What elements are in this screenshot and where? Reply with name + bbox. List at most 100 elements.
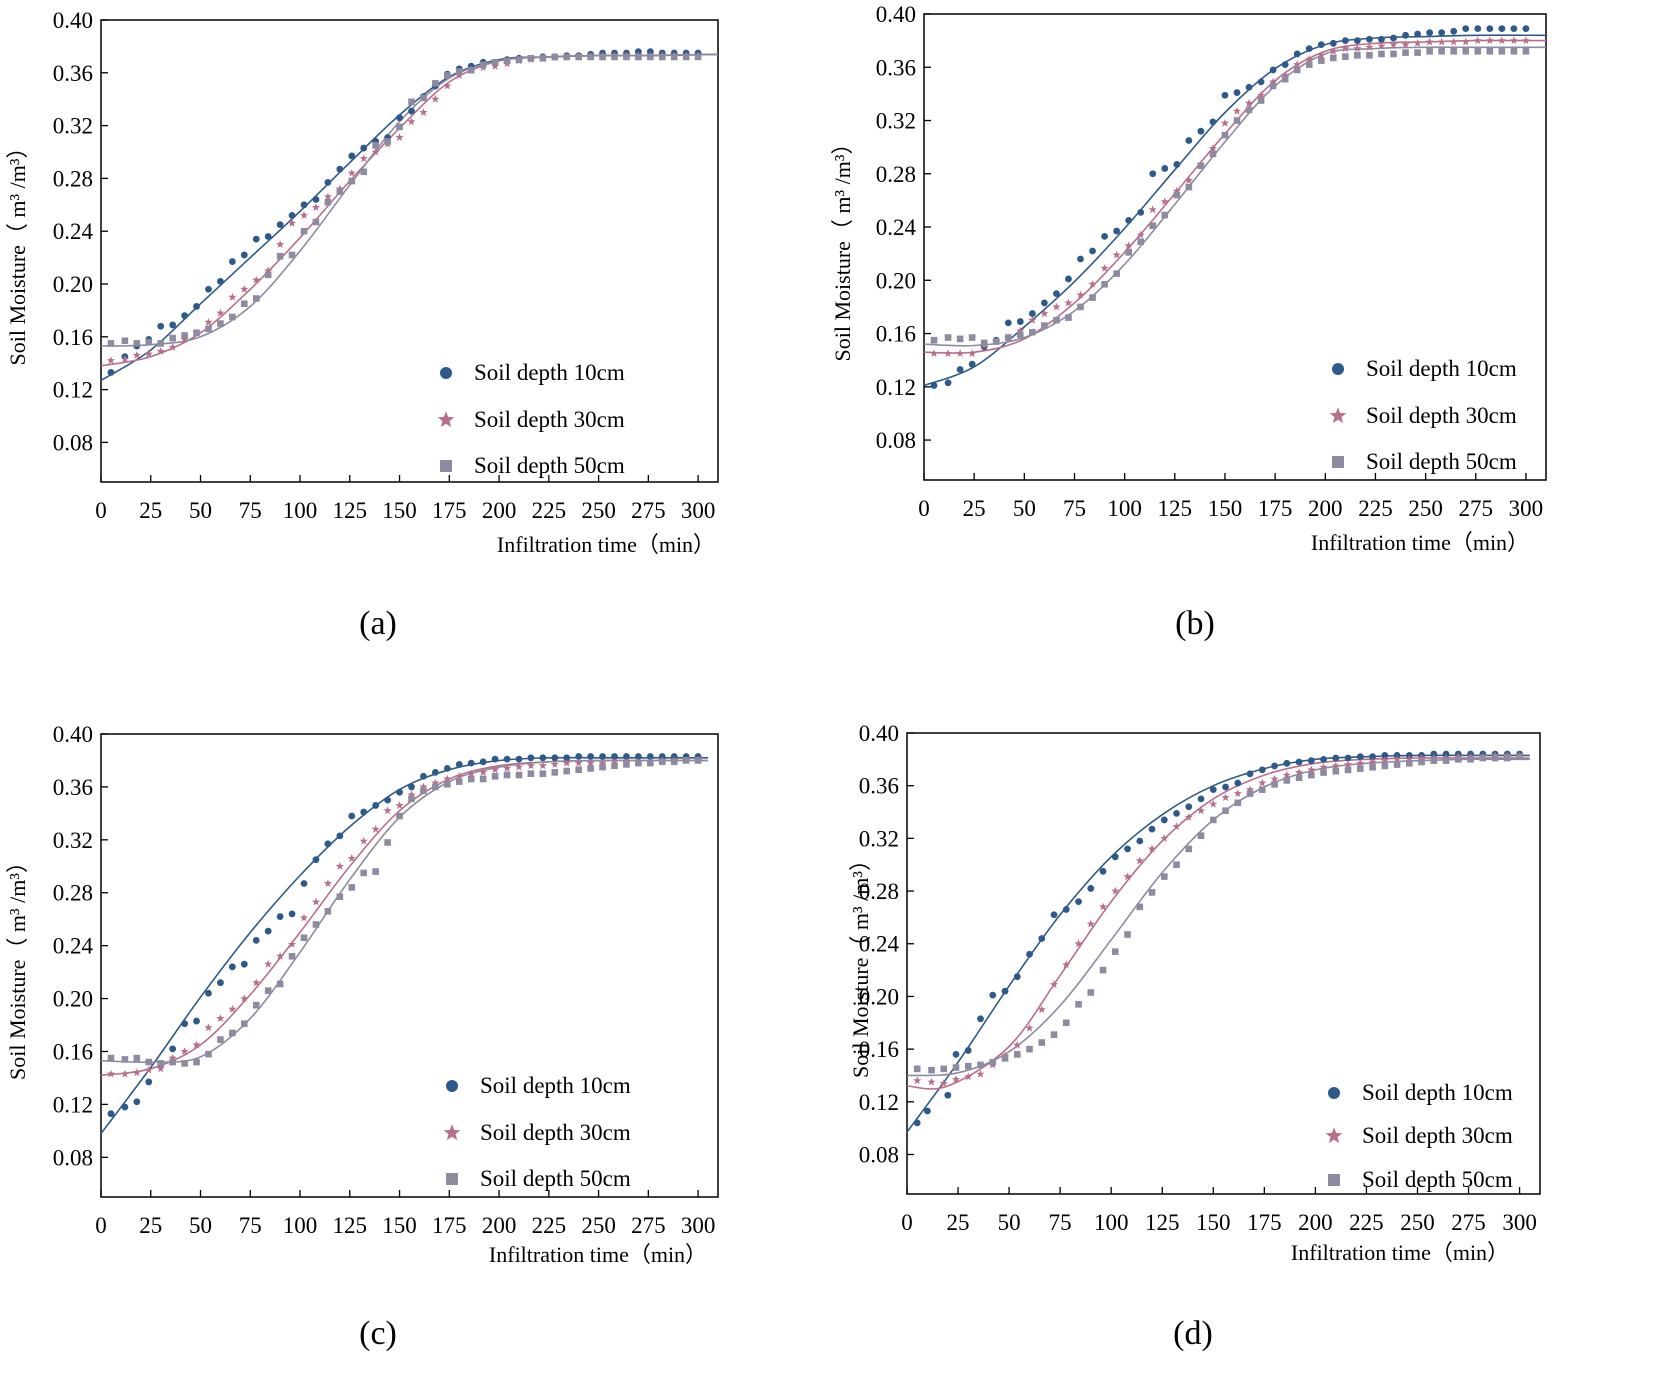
- data-point-d10: [252, 936, 260, 944]
- data-point-d50: [1344, 766, 1352, 774]
- data-point-d50: [1125, 249, 1132, 256]
- fit-curve-d10: [923, 34, 1547, 387]
- data-point-d30: [1111, 886, 1120, 895]
- data-point-d30: [538, 761, 547, 770]
- data-point-d50: [444, 72, 451, 79]
- data-point-d30: [1331, 761, 1340, 770]
- data-point-d30: [311, 203, 321, 211]
- data-point-d50: [635, 53, 642, 61]
- data-point-d30: [120, 354, 129, 363]
- data-point-d30: [192, 1040, 201, 1049]
- data-point-d30: [1365, 43, 1374, 51]
- data-point-d10: [956, 366, 964, 373]
- x-tick-label: 125: [1145, 1210, 1180, 1235]
- y-tick-label: 0.28: [859, 879, 899, 904]
- y-axis-label: Soil Moisture（ m³ /m³）: [830, 133, 855, 362]
- x-tick-label: 25: [139, 1213, 162, 1238]
- data-point-d50: [1209, 816, 1217, 824]
- data-point-d10: [348, 812, 356, 820]
- data-point-d50: [1160, 873, 1168, 880]
- data-point-d30: [359, 154, 368, 163]
- x-axis-label: Infiltration time（min）: [1291, 1240, 1509, 1265]
- data-point-d10: [300, 201, 308, 209]
- data-point-d30: [467, 769, 476, 778]
- data-point-d50: [551, 53, 559, 61]
- data-point-d30: [419, 108, 428, 116]
- data-point-d10: [228, 963, 236, 971]
- data-point-d30: [1377, 41, 1386, 50]
- data-point-d30: [1521, 36, 1530, 45]
- data-point-d10: [1050, 911, 1058, 919]
- legend-marker-d10: [1328, 1087, 1340, 1099]
- data-point-d50: [670, 53, 678, 61]
- data-point-d10: [181, 1020, 188, 1028]
- legend-label-d50: Soil depth 50cm: [474, 453, 625, 478]
- data-point-d10: [913, 1119, 921, 1127]
- fit-curve-d10: [906, 754, 1530, 1133]
- x-tick-label: 100: [1094, 1210, 1129, 1235]
- legend-label-d50: Soil depth 50cm: [1366, 449, 1517, 474]
- x-tick-label: 50: [189, 498, 212, 523]
- data-point-d50: [1209, 150, 1217, 158]
- data-point-d10: [1381, 751, 1389, 759]
- data-point-d50: [1402, 49, 1409, 56]
- data-point-d50: [1450, 47, 1458, 55]
- data-point-d50: [107, 340, 115, 347]
- data-point-d30: [1509, 36, 1518, 45]
- data-point-d30: [1016, 326, 1025, 335]
- data-point-d10: [1065, 275, 1072, 283]
- x-tick-label: 300: [1502, 1210, 1537, 1235]
- y-tick-label: 0.40: [53, 8, 93, 33]
- data-point-d10: [964, 1047, 972, 1054]
- x-tick-label: 250: [1408, 496, 1443, 521]
- data-point-d50: [169, 334, 176, 342]
- data-point-d50: [420, 787, 427, 795]
- data-point-d50: [107, 1054, 115, 1062]
- data-point-d10: [1522, 25, 1530, 33]
- data-point-d30: [1160, 834, 1169, 842]
- data-point-d10: [384, 796, 392, 804]
- x-tick-label: 25: [139, 498, 162, 523]
- data-point-d10: [1353, 37, 1361, 45]
- data-point-d50: [1161, 211, 1169, 219]
- data-point-d30: [371, 147, 380, 156]
- data-point-d30: [299, 913, 309, 922]
- data-point-d10: [977, 1015, 984, 1023]
- data-point-d50: [276, 980, 284, 988]
- data-point-d50: [1317, 57, 1325, 64]
- data-point-d10: [1062, 906, 1070, 913]
- panel-caption: (c): [359, 1315, 397, 1352]
- data-point-d50: [1111, 948, 1119, 955]
- data-point-d50: [611, 762, 618, 770]
- data-point-d30: [1076, 290, 1085, 299]
- fit-curve-d50: [100, 759, 708, 1064]
- x-tick-label: 300: [1509, 496, 1544, 521]
- data-point-d50: [1498, 47, 1506, 55]
- data-point-d10: [1099, 867, 1107, 875]
- data-point-d50: [467, 775, 475, 783]
- data-point-d30: [1147, 844, 1157, 853]
- data-point-d30: [180, 335, 189, 343]
- data-point-d10: [157, 322, 165, 330]
- data-point-d10: [1320, 755, 1327, 763]
- data-point-d10: [1124, 845, 1131, 853]
- data-point-d30: [1269, 77, 1278, 86]
- data-point-d10: [240, 251, 248, 259]
- x-tick-label: 200: [1298, 1210, 1333, 1235]
- data-point-d30: [431, 94, 440, 103]
- data-point-d50: [1281, 75, 1289, 83]
- data-point-d50: [1017, 331, 1024, 339]
- data-point-d50: [360, 168, 368, 176]
- data-point-d10: [1378, 35, 1385, 43]
- data-point-d30: [1220, 118, 1230, 127]
- data-point-d10: [1161, 165, 1169, 172]
- data-point-d50: [1173, 191, 1181, 199]
- y-tick-label: 0.08: [876, 428, 916, 453]
- data-point-d30: [252, 978, 261, 987]
- data-point-d10: [1295, 758, 1303, 766]
- data-point-d50: [133, 340, 141, 347]
- data-point-d50: [384, 839, 391, 846]
- data-point-d50: [312, 218, 320, 226]
- data-point-d50: [1293, 66, 1301, 74]
- data-point-d50: [455, 68, 463, 75]
